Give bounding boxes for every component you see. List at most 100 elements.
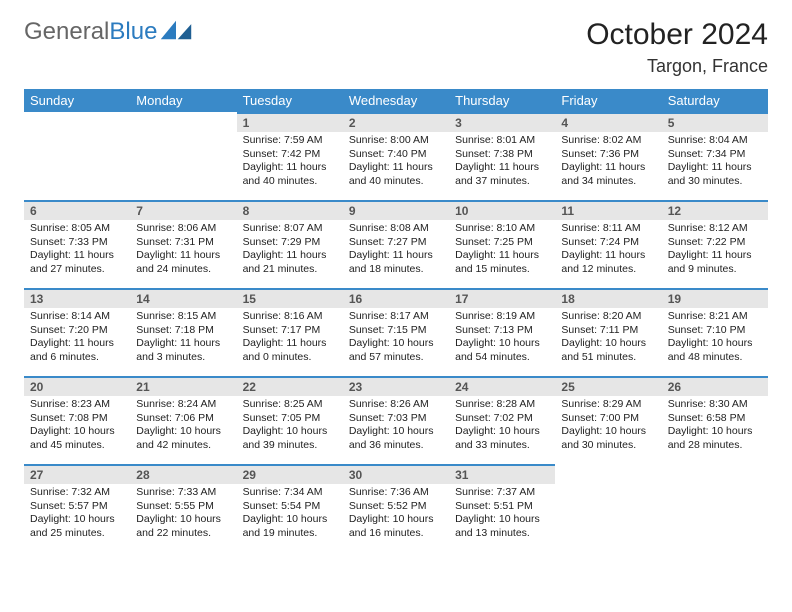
sunset-line: Sunset: 7:27 PM — [349, 236, 443, 250]
logo-sail-icon — [159, 19, 193, 41]
calendar-cell: 11Sunrise: 8:11 AMSunset: 7:24 PMDayligh… — [555, 200, 661, 288]
sunrise-line: Sunrise: 8:23 AM — [30, 398, 124, 412]
day-details: Sunrise: 8:00 AMSunset: 7:40 PMDaylight:… — [343, 132, 449, 193]
day-number: 5 — [662, 112, 768, 132]
sunrise-line: Sunrise: 8:14 AM — [30, 310, 124, 324]
calendar-cell: 16Sunrise: 8:17 AMSunset: 7:15 PMDayligh… — [343, 288, 449, 376]
sunrise-line: Sunrise: 8:24 AM — [136, 398, 230, 412]
calendar-cell: 31Sunrise: 7:37 AMSunset: 5:51 PMDayligh… — [449, 464, 555, 552]
calendar-cell: 26Sunrise: 8:30 AMSunset: 6:58 PMDayligh… — [662, 376, 768, 464]
sunset-line: Sunset: 7:38 PM — [455, 148, 549, 162]
calendar-cell: 4Sunrise: 8:02 AMSunset: 7:36 PMDaylight… — [555, 112, 661, 200]
calendar-cell: 22Sunrise: 8:25 AMSunset: 7:05 PMDayligh… — [237, 376, 343, 464]
calendar-cell: 15Sunrise: 8:16 AMSunset: 7:17 PMDayligh… — [237, 288, 343, 376]
sunrise-line: Sunrise: 8:06 AM — [136, 222, 230, 236]
day-details: Sunrise: 8:23 AMSunset: 7:08 PMDaylight:… — [24, 396, 130, 457]
daylight-line: Daylight: 10 hours and 30 minutes. — [561, 425, 655, 452]
day-details: Sunrise: 8:28 AMSunset: 7:02 PMDaylight:… — [449, 396, 555, 457]
day-number: 3 — [449, 112, 555, 132]
day-number: 12 — [662, 200, 768, 220]
sunrise-line: Sunrise: 8:08 AM — [349, 222, 443, 236]
day-number: 2 — [343, 112, 449, 132]
day-details: Sunrise: 8:06 AMSunset: 7:31 PMDaylight:… — [130, 220, 236, 281]
calendar-cell: 7Sunrise: 8:06 AMSunset: 7:31 PMDaylight… — [130, 200, 236, 288]
calendar-cell: 20Sunrise: 8:23 AMSunset: 7:08 PMDayligh… — [24, 376, 130, 464]
day-details: Sunrise: 8:16 AMSunset: 7:17 PMDaylight:… — [237, 308, 343, 369]
day-details: Sunrise: 8:24 AMSunset: 7:06 PMDaylight:… — [130, 396, 236, 457]
sunset-line: Sunset: 7:05 PM — [243, 412, 337, 426]
header: GeneralBlue October 2024 Targon, France — [24, 18, 768, 77]
day-details: Sunrise: 8:08 AMSunset: 7:27 PMDaylight:… — [343, 220, 449, 281]
daylight-line: Daylight: 10 hours and 13 minutes. — [455, 513, 549, 540]
daylight-line: Daylight: 11 hours and 6 minutes. — [30, 337, 124, 364]
day-details: Sunrise: 8:10 AMSunset: 7:25 PMDaylight:… — [449, 220, 555, 281]
sunset-line: Sunset: 7:40 PM — [349, 148, 443, 162]
calendar-cell: 1Sunrise: 7:59 AMSunset: 7:42 PMDaylight… — [237, 112, 343, 200]
calendar-cell: 29Sunrise: 7:34 AMSunset: 5:54 PMDayligh… — [237, 464, 343, 552]
daylight-line: Daylight: 10 hours and 51 minutes. — [561, 337, 655, 364]
day-details: Sunrise: 8:25 AMSunset: 7:05 PMDaylight:… — [237, 396, 343, 457]
day-number: 22 — [237, 376, 343, 396]
day-number: 19 — [662, 288, 768, 308]
calendar-cell: 13Sunrise: 8:14 AMSunset: 7:20 PMDayligh… — [24, 288, 130, 376]
sunset-line: Sunset: 7:36 PM — [561, 148, 655, 162]
sunset-line: Sunset: 5:55 PM — [136, 500, 230, 514]
calendar-cell: 23Sunrise: 8:26 AMSunset: 7:03 PMDayligh… — [343, 376, 449, 464]
sunrise-line: Sunrise: 8:19 AM — [455, 310, 549, 324]
calendar-cell: 17Sunrise: 8:19 AMSunset: 7:13 PMDayligh… — [449, 288, 555, 376]
brand-logo: GeneralBlue — [24, 18, 193, 46]
calendar-table: SundayMondayTuesdayWednesdayThursdayFrid… — [24, 89, 768, 552]
sunrise-line: Sunrise: 8:05 AM — [30, 222, 124, 236]
daylight-line: Daylight: 11 hours and 40 minutes. — [243, 161, 337, 188]
brand-part2: Blue — [109, 18, 157, 46]
daylight-line: Daylight: 11 hours and 37 minutes. — [455, 161, 549, 188]
day-number: 10 — [449, 200, 555, 220]
calendar-cell: 9Sunrise: 8:08 AMSunset: 7:27 PMDaylight… — [343, 200, 449, 288]
day-details: Sunrise: 8:17 AMSunset: 7:15 PMDaylight:… — [343, 308, 449, 369]
day-details: Sunrise: 7:37 AMSunset: 5:51 PMDaylight:… — [449, 484, 555, 545]
calendar-cell: 18Sunrise: 8:20 AMSunset: 7:11 PMDayligh… — [555, 288, 661, 376]
weekday-header: Thursday — [449, 89, 555, 112]
calendar-cell: 28Sunrise: 7:33 AMSunset: 5:55 PMDayligh… — [130, 464, 236, 552]
sunset-line: Sunset: 7:03 PM — [349, 412, 443, 426]
sunrise-line: Sunrise: 8:21 AM — [668, 310, 762, 324]
sunset-line: Sunset: 7:25 PM — [455, 236, 549, 250]
daylight-line: Daylight: 10 hours and 22 minutes. — [136, 513, 230, 540]
calendar-row: 6Sunrise: 8:05 AMSunset: 7:33 PMDaylight… — [24, 200, 768, 288]
calendar-cell: 6Sunrise: 8:05 AMSunset: 7:33 PMDaylight… — [24, 200, 130, 288]
calendar-cell: 24Sunrise: 8:28 AMSunset: 7:02 PMDayligh… — [449, 376, 555, 464]
day-details: Sunrise: 8:29 AMSunset: 7:00 PMDaylight:… — [555, 396, 661, 457]
calendar-body: ..1Sunrise: 7:59 AMSunset: 7:42 PMDaylig… — [24, 112, 768, 552]
daylight-line: Daylight: 11 hours and 21 minutes. — [243, 249, 337, 276]
daylight-line: Daylight: 10 hours and 54 minutes. — [455, 337, 549, 364]
daylight-line: Daylight: 10 hours and 33 minutes. — [455, 425, 549, 452]
sunset-line: Sunset: 5:52 PM — [349, 500, 443, 514]
brand-part1: General — [24, 18, 109, 46]
title-block: October 2024 Targon, France — [586, 18, 768, 77]
location: Targon, France — [586, 56, 768, 77]
sunrise-line: Sunrise: 7:59 AM — [243, 134, 337, 148]
sunset-line: Sunset: 5:51 PM — [455, 500, 549, 514]
daylight-line: Daylight: 10 hours and 36 minutes. — [349, 425, 443, 452]
calendar-cell: 2Sunrise: 8:00 AMSunset: 7:40 PMDaylight… — [343, 112, 449, 200]
day-number: 8 — [237, 200, 343, 220]
day-details: Sunrise: 8:11 AMSunset: 7:24 PMDaylight:… — [555, 220, 661, 281]
sunset-line: Sunset: 5:54 PM — [243, 500, 337, 514]
daylight-line: Daylight: 11 hours and 18 minutes. — [349, 249, 443, 276]
day-details: Sunrise: 7:33 AMSunset: 5:55 PMDaylight:… — [130, 484, 236, 545]
day-number: 26 — [662, 376, 768, 396]
weekday-header: Saturday — [662, 89, 768, 112]
day-details: Sunrise: 7:34 AMSunset: 5:54 PMDaylight:… — [237, 484, 343, 545]
sunrise-line: Sunrise: 8:25 AM — [243, 398, 337, 412]
day-number: 1 — [237, 112, 343, 132]
sunrise-line: Sunrise: 8:28 AM — [455, 398, 549, 412]
daylight-line: Daylight: 11 hours and 34 minutes. — [561, 161, 655, 188]
sunset-line: Sunset: 7:22 PM — [668, 236, 762, 250]
daylight-line: Daylight: 11 hours and 0 minutes. — [243, 337, 337, 364]
sunrise-line: Sunrise: 8:12 AM — [668, 222, 762, 236]
month-title: October 2024 — [586, 18, 768, 52]
day-details: Sunrise: 8:15 AMSunset: 7:18 PMDaylight:… — [130, 308, 236, 369]
sunrise-line: Sunrise: 7:33 AM — [136, 486, 230, 500]
day-number: 20 — [24, 376, 130, 396]
daylight-line: Daylight: 11 hours and 27 minutes. — [30, 249, 124, 276]
